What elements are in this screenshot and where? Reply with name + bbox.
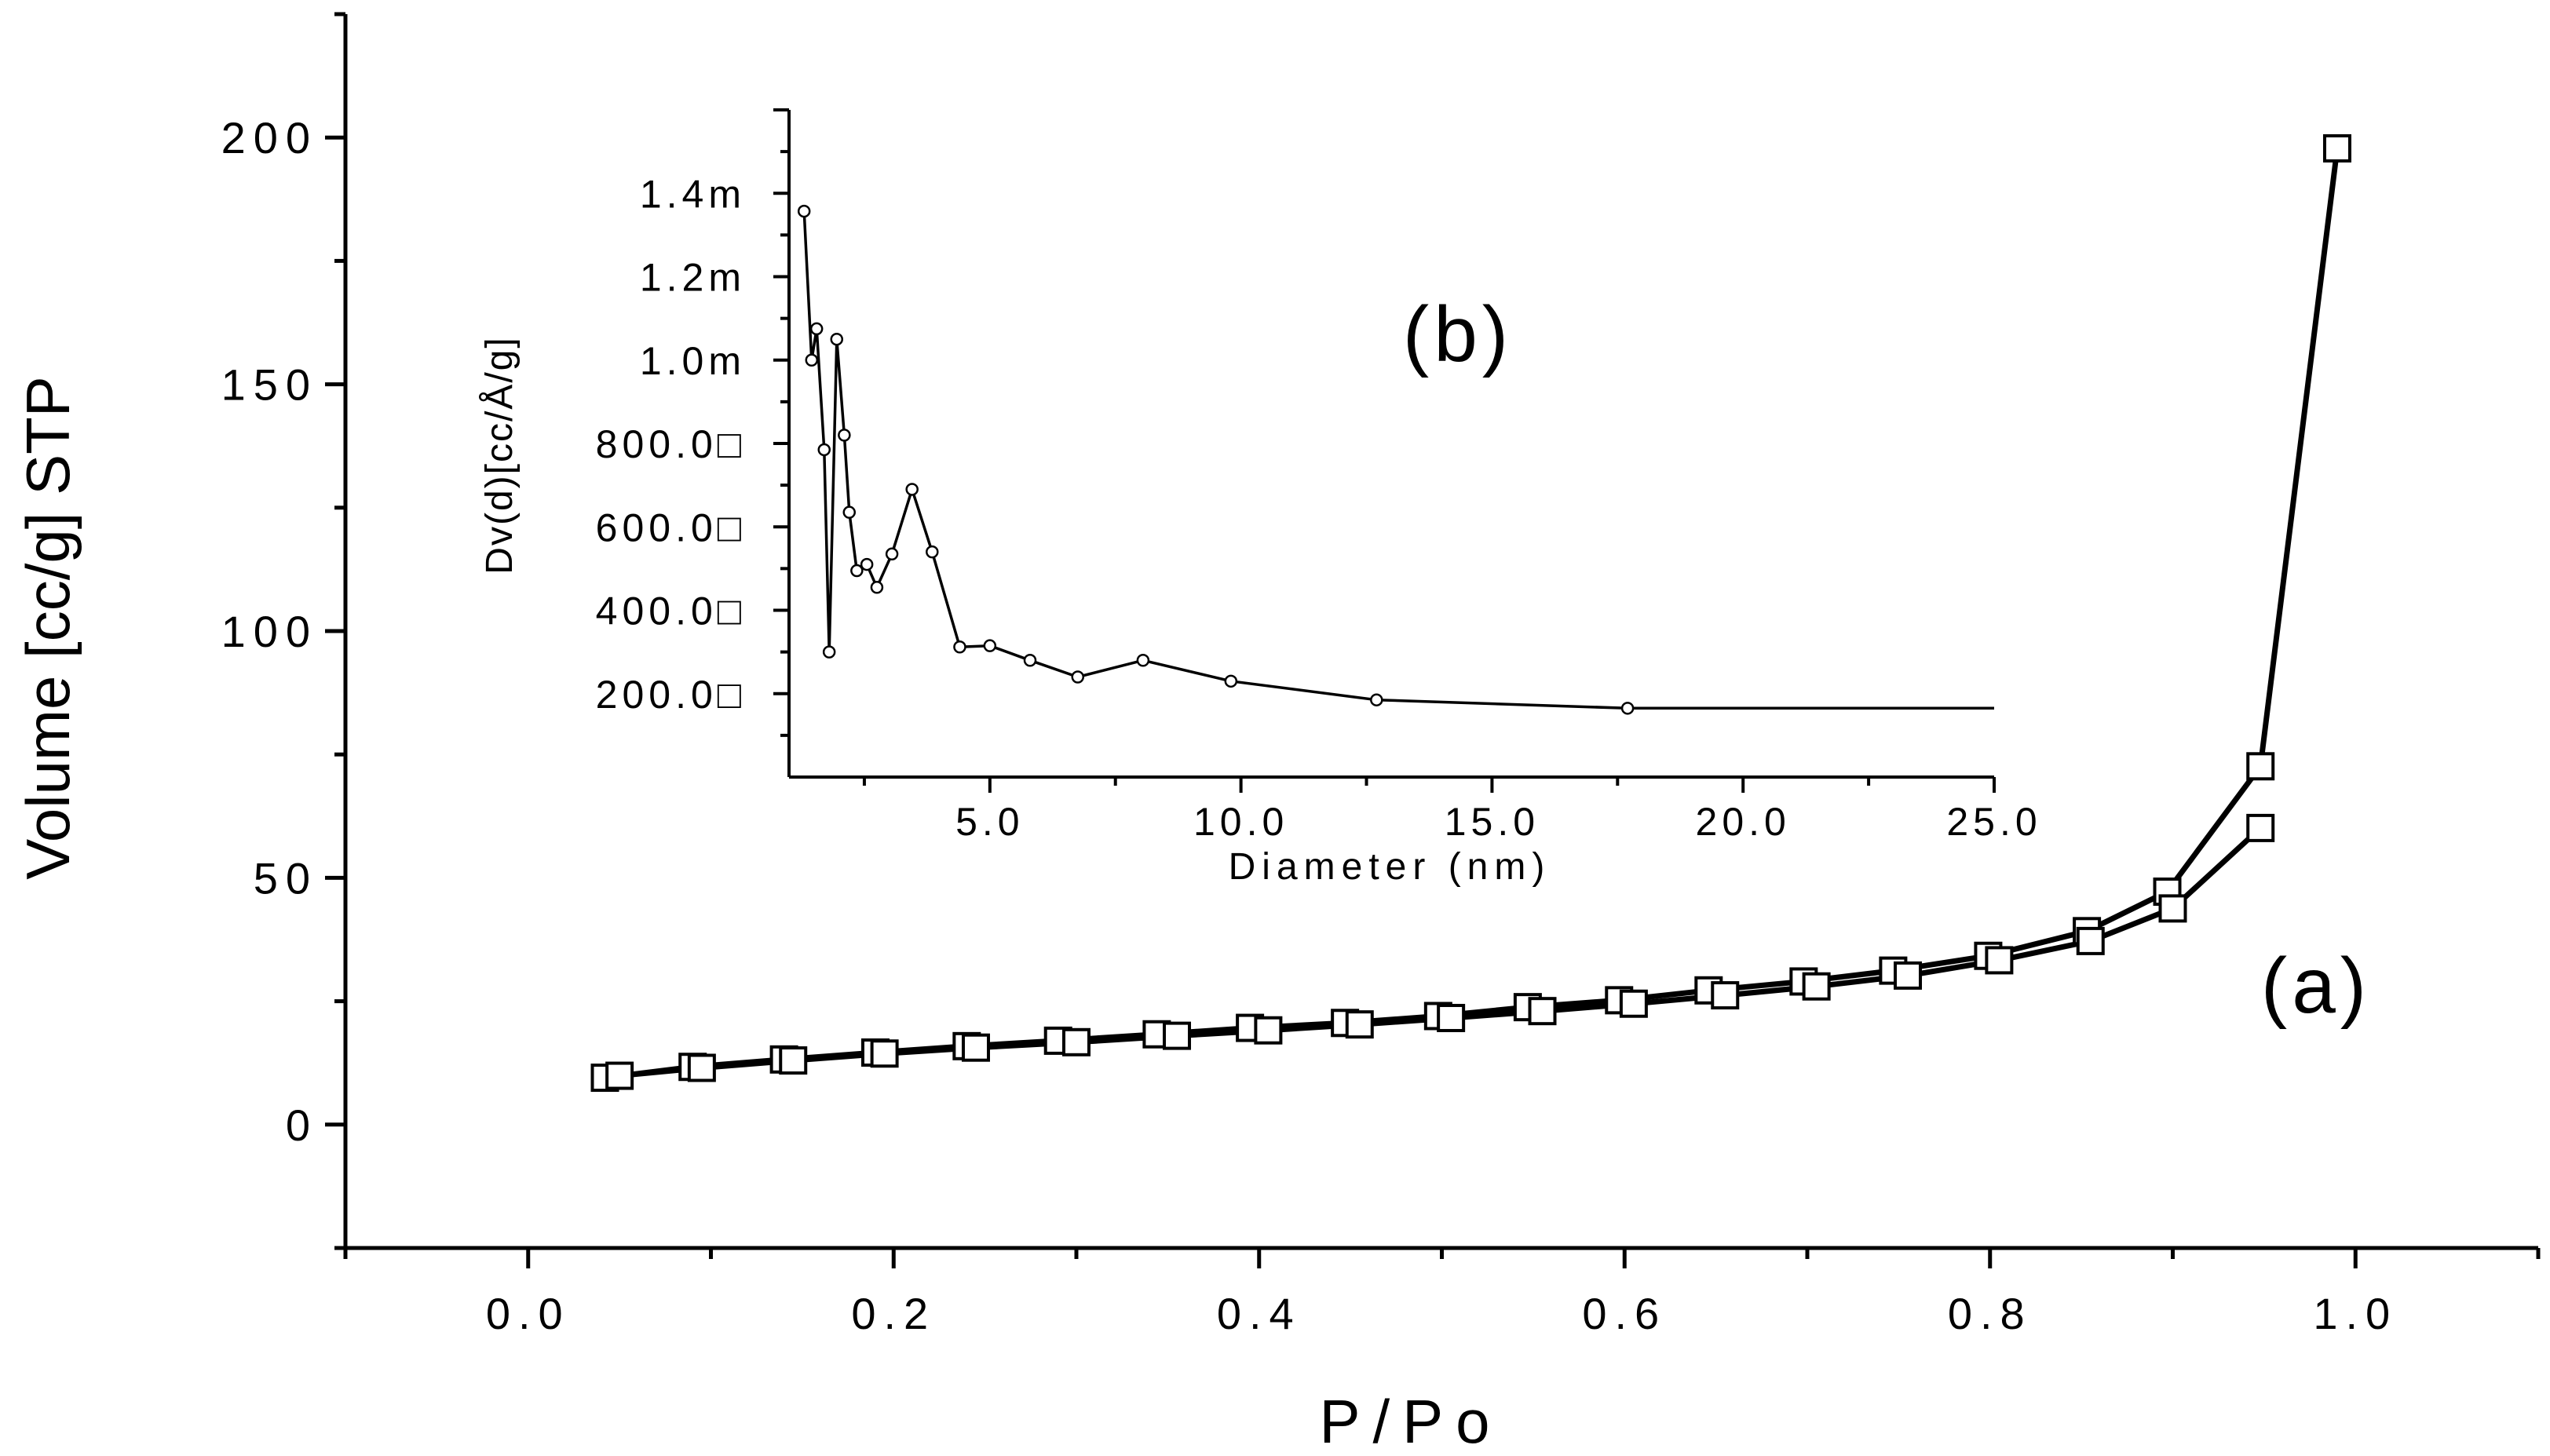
pore-size-x-tick-label: 25.0 — [1946, 800, 2041, 844]
pore-size-point-marker — [905, 483, 919, 496]
pore-size-point-marker — [1224, 674, 1238, 688]
desorption-point-marker — [1437, 1003, 1466, 1032]
adsorption-point-marker — [2322, 134, 2351, 163]
isotherm-x-tick-label: 0.0 — [486, 1289, 571, 1338]
pore-size-point-marker — [1620, 702, 1635, 715]
pore-size-point-marker — [1370, 693, 1383, 706]
desorption-point-marker — [1345, 1010, 1374, 1039]
pore-size-point-marker — [953, 640, 966, 654]
pore-size-point-marker — [805, 353, 819, 367]
pore-size-series — [802, 211, 1994, 710]
pore-size-point-marker — [885, 547, 899, 561]
isotherm-y-tick-labels: 0 50 100 150 200 — [221, 113, 318, 1150]
pore-size-y-tick-label: 400.0□ — [596, 589, 746, 633]
isotherm-x-tick-labels: 0.0 0.2 0.4 0.6 0.8 1.0 — [486, 1289, 2398, 1338]
pore-size-point-marker — [1071, 670, 1085, 684]
pore-size-distribution-line — [802, 211, 1994, 710]
pore-size-y-tick-label: 1.0m — [640, 339, 746, 383]
isotherm-y-tick-label: 100 — [221, 607, 318, 656]
desorption-point-marker — [961, 1033, 990, 1062]
pore-size-y-tick-label: 800.0□ — [596, 422, 746, 466]
isotherm-y-tick-label: 0 — [286, 1100, 318, 1150]
isotherm-y-tick-label: 200 — [221, 113, 318, 162]
desorption-point-marker — [1894, 961, 1923, 990]
desorption-point-marker — [1711, 981, 1740, 1010]
isotherm-x-tick-label: 1.0 — [2313, 1289, 2398, 1338]
pore-size-x-tick-label: 20.0 — [1696, 800, 1791, 844]
pore-size-x-tick-label: 5.0 — [955, 800, 1025, 844]
pore-size-point-marker — [830, 332, 844, 346]
desorption-point-marker — [1528, 997, 1557, 1026]
desorption-point-marker — [2158, 894, 2187, 923]
pore-size-x-tick-label: 15.0 — [1445, 800, 1540, 844]
desorption-point-marker — [1619, 989, 1648, 1018]
pore-size-markers — [797, 204, 1635, 715]
isotherm-panel-label: (a) — [2261, 942, 2371, 1030]
desorption-point-marker — [2246, 813, 2275, 842]
isotherm-markers — [590, 134, 2351, 1093]
pore-size-y-tick-label: 200.0□ — [596, 673, 746, 717]
desorption-point-marker — [779, 1046, 808, 1075]
pore-size-x-axis-title: Diameter (nm) — [1229, 846, 1551, 888]
pore-size-axes — [787, 110, 1994, 779]
pore-size-y-tick-labels: 200.0□ 400.0□ 600.0□ 800.0□ 1.0m 1.2m 1.4m — [596, 172, 746, 717]
isotherm-tick-marks — [325, 12, 2541, 1268]
pore-size-panel-label: (b) — [1403, 290, 1513, 378]
desorption-point-marker — [1254, 1016, 1283, 1045]
pore-size-point-marker — [983, 639, 997, 652]
desorption-point-marker — [1163, 1021, 1192, 1050]
isotherm-x-tick-label: 0.4 — [1217, 1289, 1302, 1338]
desorption-point-marker — [1062, 1027, 1091, 1056]
isotherm-x-tick-label: 0.8 — [1948, 1289, 2033, 1338]
pore-size-y-tick-label: 1.2m — [640, 256, 746, 300]
isotherm-x-tick-label: 0.6 — [1582, 1289, 1667, 1338]
pore-size-point-marker — [1023, 654, 1037, 667]
pore-size-point-marker — [870, 581, 884, 594]
pore-size-point-marker — [797, 204, 811, 218]
pore-size-point-marker — [850, 564, 864, 578]
pore-size-distribution-inset: 5.0 10.0 15.0 20.0 25.0 200.0□ 400.0□ 600.0□ 80… — [479, 108, 2041, 888]
pore-size-point-marker — [809, 322, 824, 336]
desorption-point-marker — [687, 1053, 716, 1082]
adsorption-point-marker — [2246, 752, 2275, 781]
desorption-point-marker — [1985, 946, 2014, 975]
desorption-point-marker — [1802, 972, 1831, 1001]
isotherm-x-axis-title: P/Po — [1319, 1387, 1502, 1456]
pore-size-y-tick-label: 1.4m — [640, 172, 746, 216]
pore-size-x-tick-label: 10.0 — [1193, 800, 1288, 844]
isotherm-y-axis-title: Volume [cc/g] STP — [13, 376, 82, 880]
desorption-point-marker — [870, 1039, 899, 1068]
pore-size-point-marker — [926, 545, 939, 559]
pore-size-point-marker — [842, 505, 856, 519]
pore-size-point-marker — [817, 443, 831, 457]
pore-size-point-marker — [1136, 654, 1150, 667]
pore-size-y-axis-title: Dv(d)[cc/Å/g] — [479, 336, 521, 574]
desorption-point-marker — [605, 1061, 634, 1090]
pore-size-y-tick-label: 600.0□ — [596, 505, 746, 549]
pore-size-point-marker — [822, 645, 836, 659]
isotherm-x-tick-label: 0.2 — [851, 1289, 936, 1338]
pore-size-x-tick-labels: 5.0 10.0 15.0 20.0 25.0 — [955, 800, 2041, 844]
isotherm-y-tick-label: 150 — [221, 360, 318, 410]
pore-size-point-marker — [860, 557, 874, 571]
isotherm-plot: 0.0 0.2 0.4 0.6 0.8 1.0 0 50 100 150 200 P/Po Vol… — [13, 12, 2541, 1456]
desorption-point-marker — [2076, 926, 2105, 955]
isotherm-y-tick-label: 50 — [254, 853, 318, 903]
pore-size-point-marker — [838, 429, 851, 442]
pore-size-tick-marks — [773, 108, 1996, 793]
